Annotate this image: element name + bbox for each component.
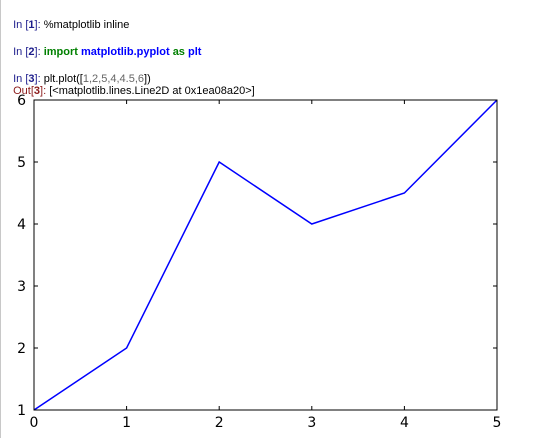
in-prompt-2: In [2]: [13,46,44,58]
input-cell-1[interactable]: In [1]: %matplotlib inline [7,7,129,31]
cell-3-code-prefix: plt.plot([ [43,73,83,85]
y-tick-label: 1 [17,403,26,419]
cell-3-code-suffix: ]) [144,73,151,85]
module-alias: plt [188,46,202,58]
series-line-1 [33,99,498,411]
x-tick-label: 1 [122,415,131,431]
output-cell-3: Out[3]: [<matplotlib.lines.Line2D at 0x1… [7,73,255,97]
out-prompt-3: Out[3]: [13,85,50,97]
x-tick-label: 2 [215,415,224,431]
y-tick-label: 5 [17,155,26,171]
in-prompt-3: In [3]: [13,73,44,85]
plot-frame [33,99,498,411]
input-cell-3[interactable]: In [3]: plt.plot([1,2,5,4,4.5,6]) [7,61,151,85]
y-tick-label: 3 [17,279,26,295]
in-prompt-1: In [1]: [13,19,44,31]
cell-1-code: %matplotlib inline [43,19,130,31]
x-tick-label: 3 [307,415,316,431]
y-tick-label: 4 [17,217,26,233]
x-tick-label: 4 [400,415,409,431]
left-margin-rule [0,0,1,438]
import-keyword: import [43,46,78,58]
as-keyword: as [172,46,185,58]
output-text: [<matplotlib.lines.Line2D at 0x1ea08a20>… [49,85,255,97]
cell-3-code-args: 1,2,5,4,4.5,6 [82,73,145,85]
y-tick-label: 6 [17,93,26,109]
x-tick-label: 5 [493,415,502,431]
y-tick-label: 2 [17,341,26,357]
module-name: matplotlib.pyplot [81,46,170,58]
input-cell-2[interactable]: In [2]: import matplotlib.pyplot as plt [7,34,201,58]
x-tick-label: 0 [30,415,39,431]
